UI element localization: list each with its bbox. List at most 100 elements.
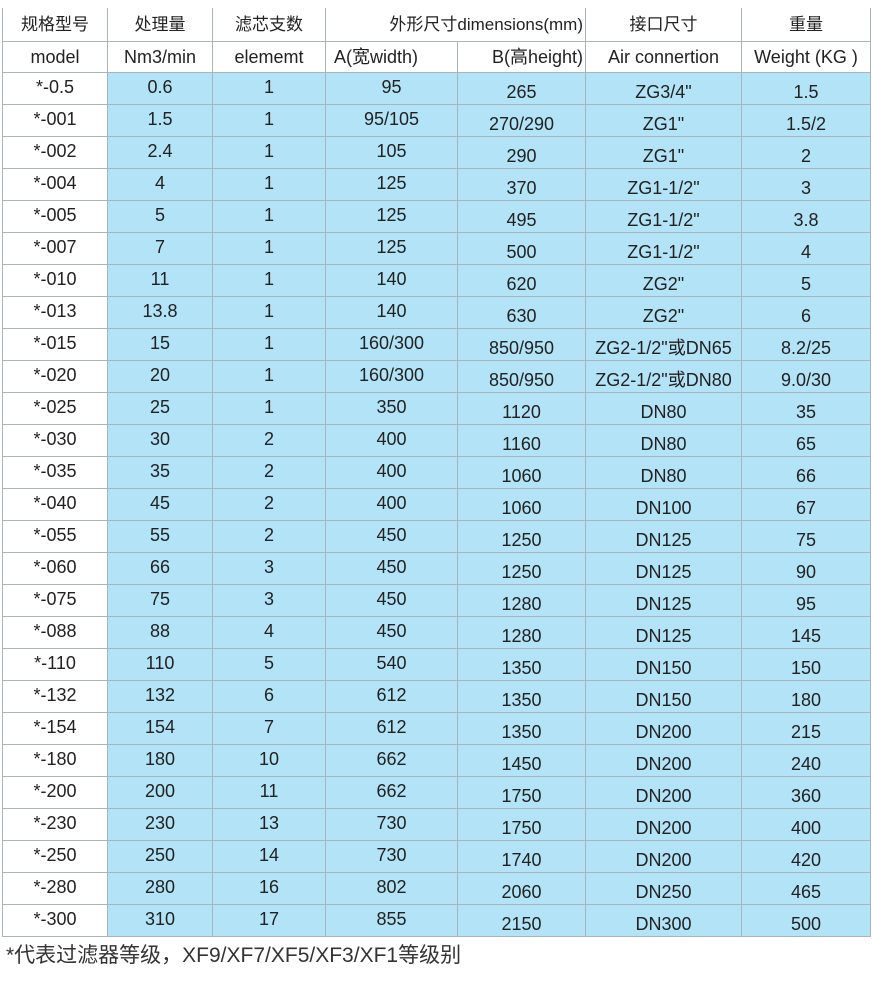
cell-connection: ZG3/4" <box>585 72 742 105</box>
cell-height: 370 <box>457 168 586 201</box>
cell-height: 1450 <box>457 744 586 777</box>
cell-connection: ZG2-1/2"或DN65 <box>585 328 742 361</box>
table-row: *-088 88 4 450 1280 DN125 145 <box>2 616 871 649</box>
cell-capacity: 55 <box>107 520 213 553</box>
cell-elements: 13 <box>212 808 326 841</box>
cell-capacity: 280 <box>107 872 213 905</box>
header-capacity: Nm3/min <box>107 41 213 73</box>
cell-model: *-250 <box>2 840 108 873</box>
cell-elements: 1 <box>212 392 326 425</box>
cell-width: 160/300 <box>325 328 458 361</box>
cell-capacity: 2.4 <box>107 136 213 169</box>
cell-model: *-013 <box>2 296 108 329</box>
cell-capacity: 5 <box>107 200 213 233</box>
cell-width: 140 <box>325 264 458 297</box>
cell-connection: DN300 <box>585 904 742 937</box>
cell-height: 2150 <box>457 904 586 937</box>
cell-capacity: 250 <box>107 840 213 873</box>
cell-elements: 1 <box>212 264 326 297</box>
cell-height: 1160 <box>457 424 586 457</box>
cell-weight: 400 <box>741 808 871 841</box>
cell-model: *-110 <box>2 648 108 681</box>
cell-elements: 2 <box>212 456 326 489</box>
cell-connection: DN125 <box>585 552 742 585</box>
cell-width: 105 <box>325 136 458 169</box>
cell-weight: 6 <box>741 296 871 329</box>
cell-elements: 1 <box>212 168 326 201</box>
table-row: *-025 25 1 350 1120 DN80 35 <box>2 392 871 425</box>
cell-height: 1120 <box>457 392 586 425</box>
footnote: *代表过滤器等级，XF9/XF7/XF5/XF3/XF1等级别 <box>6 944 462 967</box>
cell-width: 125 <box>325 168 458 201</box>
cell-connection: DN150 <box>585 680 742 713</box>
cell-weight: 465 <box>741 872 871 905</box>
cell-model: *-002 <box>2 136 108 169</box>
cell-elements: 1 <box>212 200 326 233</box>
cell-width: 612 <box>325 680 458 713</box>
cell-width: 540 <box>325 648 458 681</box>
cell-model: *-280 <box>2 872 108 905</box>
cell-height: 265 <box>457 72 586 105</box>
cell-weight: 75 <box>741 520 871 553</box>
cell-elements: 4 <box>212 616 326 649</box>
cell-connection: DN80 <box>585 392 742 425</box>
cell-width: 802 <box>325 872 458 905</box>
table-row: *-007 7 1 125 500 ZG1-1/2" 4 <box>2 232 871 265</box>
cell-model: *-004 <box>2 168 108 201</box>
cell-capacity: 45 <box>107 488 213 521</box>
table-row: *-040 45 2 400 1060 DN100 67 <box>2 488 871 521</box>
header-weight-cn: 重量 <box>741 8 871 42</box>
cell-elements: 5 <box>212 648 326 681</box>
cell-capacity: 13.8 <box>107 296 213 329</box>
cell-connection: ZG2" <box>585 296 742 329</box>
table-row: *-075 75 3 450 1280 DN125 95 <box>2 584 871 617</box>
cell-width: 662 <box>325 744 458 777</box>
cell-width: 450 <box>325 616 458 649</box>
cell-capacity: 132 <box>107 680 213 713</box>
cell-width: 400 <box>325 488 458 521</box>
cell-capacity: 75 <box>107 584 213 617</box>
cell-weight: 240 <box>741 744 871 777</box>
cell-width: 160/300 <box>325 360 458 393</box>
cell-width: 612 <box>325 712 458 745</box>
cell-model: *-030 <box>2 424 108 457</box>
cell-model: *-060 <box>2 552 108 585</box>
cell-weight: 65 <box>741 424 871 457</box>
cell-weight: 1.5/2 <box>741 104 871 137</box>
header-weight: Weight (KG ) <box>741 41 871 73</box>
cell-capacity: 30 <box>107 424 213 457</box>
cell-elements: 1 <box>212 296 326 329</box>
header-capacity-cn: 处理量 <box>107 8 213 42</box>
cell-height: 500 <box>457 232 586 265</box>
cell-height: 1350 <box>457 680 586 713</box>
cell-capacity: 66 <box>107 552 213 585</box>
cell-height: 2060 <box>457 872 586 905</box>
cell-weight: 67 <box>741 488 871 521</box>
cell-elements: 6 <box>212 680 326 713</box>
cell-capacity: 1.5 <box>107 104 213 137</box>
cell-connection: ZG2" <box>585 264 742 297</box>
cell-weight: 95 <box>741 584 871 617</box>
cell-weight: 3 <box>741 168 871 201</box>
cell-capacity: 15 <box>107 328 213 361</box>
cell-model: *-025 <box>2 392 108 425</box>
cell-model: *-300 <box>2 904 108 937</box>
table-row: *-300 310 17 855 2150 DN300 500 <box>2 904 871 937</box>
cell-capacity: 154 <box>107 712 213 745</box>
cell-connection: DN150 <box>585 648 742 681</box>
cell-width: 400 <box>325 456 458 489</box>
header-height: B(高height) <box>457 41 586 73</box>
cell-connection: DN125 <box>585 616 742 649</box>
cell-connection: DN250 <box>585 872 742 905</box>
cell-width: 450 <box>325 520 458 553</box>
table-row: *-060 66 3 450 1250 DN125 90 <box>2 552 871 585</box>
cell-model: *-200 <box>2 776 108 809</box>
table-row: *-035 35 2 400 1060 DN80 66 <box>2 456 871 489</box>
cell-model: *-230 <box>2 808 108 841</box>
table-row: *-0.5 0.6 1 95 265 ZG3/4" 1.5 <box>2 72 871 105</box>
table-row: *-055 55 2 450 1250 DN125 75 <box>2 520 871 553</box>
cell-weight: 9.0/30 <box>741 360 871 393</box>
cell-model: *-055 <box>2 520 108 553</box>
cell-weight: 4 <box>741 232 871 265</box>
cell-width: 350 <box>325 392 458 425</box>
